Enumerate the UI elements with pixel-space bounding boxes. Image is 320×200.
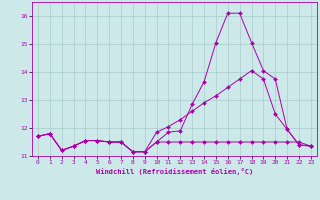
X-axis label: Windchill (Refroidissement éolien,°C): Windchill (Refroidissement éolien,°C) [96, 168, 253, 175]
